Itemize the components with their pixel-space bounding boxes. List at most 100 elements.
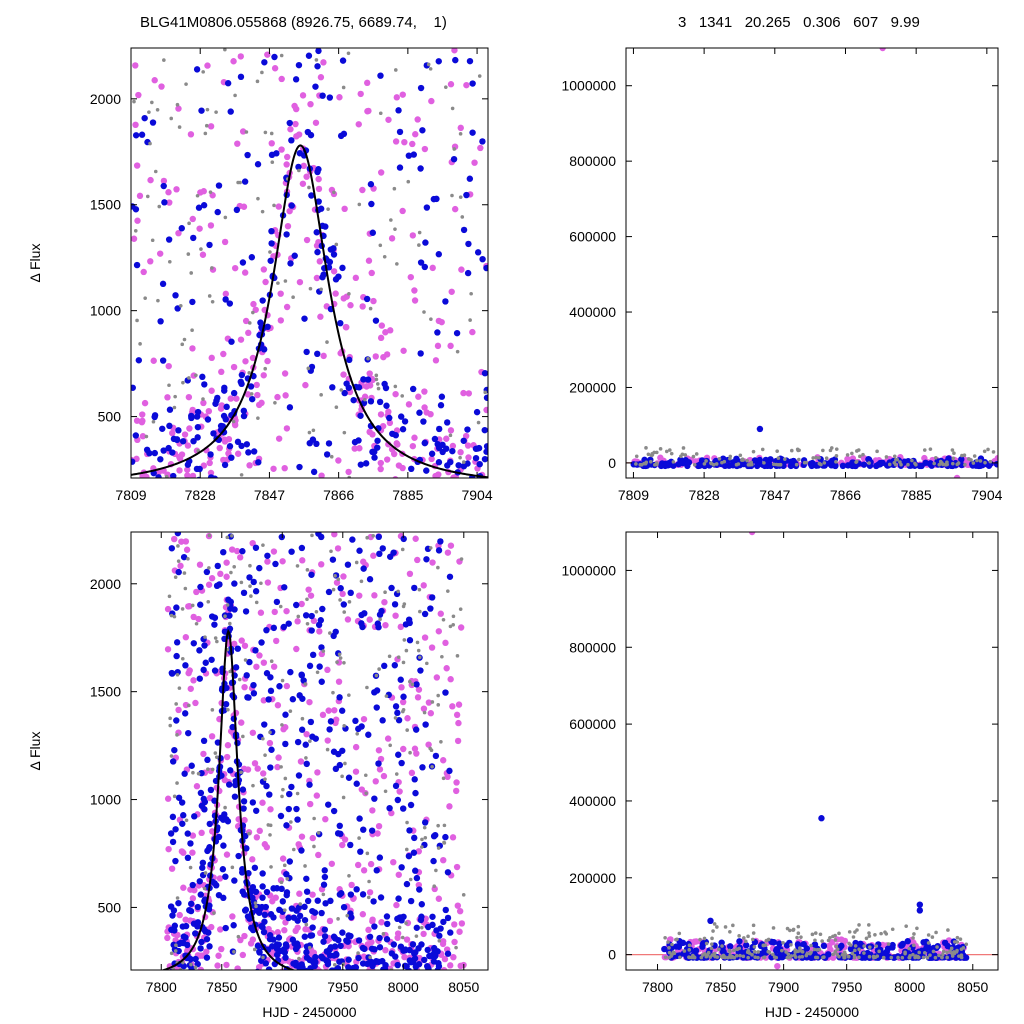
data-point	[269, 898, 276, 905]
data-point	[401, 604, 406, 609]
data-point	[314, 769, 321, 776]
data-point	[932, 461, 936, 466]
data-point	[336, 577, 341, 582]
data-point	[358, 611, 365, 619]
data-point	[174, 931, 181, 939]
data-point	[437, 977, 443, 983]
data-point	[307, 718, 315, 726]
data-point	[259, 883, 266, 890]
data-point	[176, 467, 183, 474]
data-point	[331, 587, 336, 592]
data-point	[469, 291, 473, 296]
data-point	[223, 215, 228, 220]
data-point	[184, 82, 188, 86]
data-point	[392, 138, 400, 145]
data-point	[695, 462, 702, 469]
data-point	[436, 565, 440, 570]
data-point	[303, 730, 310, 738]
data-point	[465, 390, 473, 397]
data-point	[930, 935, 935, 939]
data-point	[264, 579, 272, 586]
data-point	[442, 689, 449, 696]
data-point	[203, 568, 211, 576]
data-point	[728, 930, 732, 934]
data-point	[181, 973, 187, 979]
data-point	[218, 368, 225, 376]
data-point	[164, 394, 171, 401]
x-tick-label: 7900	[768, 979, 799, 995]
data-point	[406, 827, 413, 834]
data-point	[157, 204, 162, 209]
data-point	[169, 838, 177, 846]
data-point	[223, 614, 227, 618]
data-point	[347, 589, 354, 597]
data-point	[342, 660, 346, 665]
data-point	[134, 217, 141, 224]
data-point	[207, 222, 215, 229]
data-point	[392, 390, 399, 398]
data-point	[649, 459, 653, 464]
x-tick-label: 7828	[689, 487, 720, 503]
data-point	[444, 914, 452, 922]
data-point	[160, 182, 167, 190]
data-point	[414, 934, 419, 938]
data-point	[214, 394, 221, 402]
data-point	[309, 733, 316, 740]
data-point	[132, 121, 139, 129]
data-point	[301, 978, 307, 984]
data-point	[454, 945, 458, 950]
data-point	[293, 805, 300, 813]
data-point	[427, 710, 435, 717]
data-point	[650, 453, 655, 457]
data-point	[187, 221, 191, 226]
data-point	[230, 922, 237, 929]
data-point	[396, 589, 400, 594]
data-point	[180, 812, 187, 819]
data-point	[166, 508, 172, 514]
data-point	[416, 648, 421, 653]
data-point	[210, 266, 214, 270]
data-point	[242, 358, 249, 365]
data-point	[481, 370, 488, 377]
data-point	[397, 676, 404, 683]
data-point	[207, 451, 214, 458]
data-point	[412, 535, 419, 542]
data-point	[203, 948, 210, 955]
data-point	[721, 953, 726, 958]
data-point	[762, 461, 766, 465]
data-point	[911, 936, 915, 940]
data-point	[180, 962, 187, 970]
y-tick-label: 500	[98, 899, 122, 915]
data-point	[234, 450, 242, 457]
data-point	[867, 954, 872, 959]
data-point	[438, 982, 444, 988]
data-point	[320, 271, 327, 278]
data-point	[383, 402, 390, 409]
data-point	[280, 678, 285, 683]
data-point	[383, 936, 391, 943]
data-point	[457, 970, 463, 976]
data-point	[173, 652, 180, 660]
data-point	[303, 682, 308, 686]
data-point	[820, 942, 828, 950]
data-point	[165, 845, 172, 853]
data-point	[634, 454, 639, 459]
data-point	[259, 924, 266, 931]
model-curve	[131, 144, 488, 478]
data-point	[368, 306, 373, 311]
data-point	[388, 1001, 394, 1007]
data-point	[223, 805, 227, 810]
data-point	[277, 812, 285, 820]
data-point	[172, 292, 179, 299]
y-tick-label: 800000	[569, 153, 616, 169]
data-point	[962, 954, 970, 961]
data-point	[353, 780, 360, 787]
data-point	[395, 716, 403, 724]
data-point	[687, 948, 692, 952]
data-point	[263, 753, 267, 757]
data-point	[756, 950, 760, 954]
data-point	[347, 873, 351, 878]
data-point	[788, 928, 792, 933]
data-point	[174, 532, 182, 537]
data-point	[204, 756, 211, 764]
